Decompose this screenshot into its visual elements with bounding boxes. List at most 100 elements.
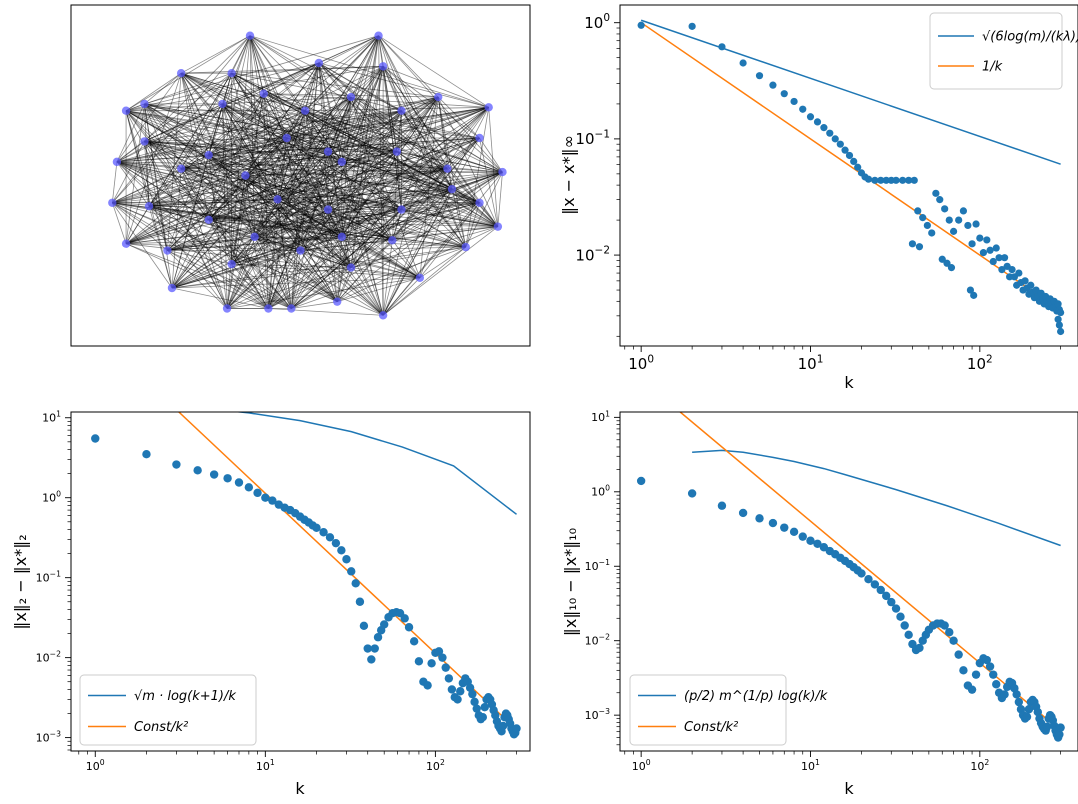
l2-point [312, 523, 321, 533]
l2-xtick-label: 100 [86, 758, 105, 773]
graph-edge [180, 168, 301, 251]
graph-edge [208, 209, 402, 221]
graph-edge [231, 263, 420, 279]
graph-edge [254, 137, 480, 238]
graph-edge [341, 110, 402, 238]
graph-edge [318, 62, 467, 248]
graph-edge [148, 168, 182, 207]
graph-edge [378, 35, 384, 316]
graph-node [176, 164, 186, 173]
linf-point [1015, 269, 1023, 277]
graph-edge [245, 175, 338, 302]
graph-edge [148, 205, 292, 309]
graph-edge [125, 35, 379, 245]
graph-node [337, 232, 347, 242]
graph-edge [327, 66, 384, 210]
graph-node [218, 99, 227, 109]
graph-edge [208, 154, 246, 176]
graph-edge [396, 151, 402, 210]
graph-edge [208, 62, 320, 156]
graph-edge [116, 141, 145, 163]
l2-point [373, 633, 383, 642]
graph-edge [167, 106, 489, 251]
graph-edge [112, 202, 338, 303]
l2-point [480, 703, 489, 712]
l2-ylabel: ‖x‖₂ − ‖x*‖₂ [11, 534, 30, 629]
graph-edge [222, 103, 384, 316]
graph-edge [144, 141, 342, 238]
linf-ytick-label: 100 [584, 12, 610, 32]
graph-edge [111, 202, 173, 289]
l2-ytick-label: 100 [42, 490, 61, 505]
linf-panel: 100 101 102 10−2 10−1 100 √(6log(m)/(kλ)) 1/k k… [559, 4, 1078, 392]
l10-point [798, 532, 807, 541]
linf-plot-area: 100 101 102 10−2 10−1 100 √(6log(m)/(kλ)) 1/k [575, 12, 1078, 373]
l10-point [985, 662, 995, 671]
graph-edge [208, 110, 402, 156]
graph-edge [112, 202, 269, 309]
graph-edge [286, 137, 397, 153]
linf-point [882, 176, 890, 184]
graph-edge [181, 72, 503, 173]
graph-edge [116, 103, 145, 163]
graph-edge [167, 250, 269, 309]
graph-edge [167, 202, 480, 251]
graph-edge [382, 202, 480, 316]
graph-edge [171, 66, 384, 289]
graph-edge [391, 110, 402, 241]
graph-edge [148, 206, 173, 289]
graph-edge [171, 93, 265, 289]
graph-edge [249, 35, 402, 112]
l2-point [427, 659, 436, 668]
l2-ytick-label: 10−1 [36, 570, 61, 585]
graph-node [415, 273, 425, 282]
linf-point [949, 227, 958, 235]
graph-edge [171, 103, 223, 289]
graph-edge [392, 171, 503, 241]
graph-edge [245, 175, 466, 248]
graph-edge [254, 236, 393, 241]
graph-edge [125, 72, 182, 112]
graph-node [121, 106, 131, 115]
graph-edge [112, 35, 251, 204]
graph-edge [437, 96, 499, 227]
linf-point [826, 129, 834, 137]
graph-edge [116, 62, 320, 163]
linf-point [718, 43, 726, 51]
graph-edge [304, 110, 329, 152]
graph-edge [226, 171, 503, 309]
graph-edge [396, 137, 480, 153]
graph-edge [419, 246, 466, 279]
graph-edge [401, 110, 448, 169]
graph-edge [171, 151, 398, 289]
linf-point [941, 205, 949, 213]
graph-edge [277, 188, 452, 200]
graph-edge [396, 110, 402, 152]
graph-edge [180, 72, 343, 163]
graph-node [323, 147, 333, 156]
l10-line-rate [679, 412, 1062, 732]
graph-edge [263, 93, 489, 108]
graph-edge [180, 103, 223, 169]
graph-edge [304, 110, 402, 210]
graph-edge [180, 72, 223, 105]
graph-edge [171, 277, 420, 289]
graph-node [475, 198, 484, 207]
graph-edge [144, 62, 320, 142]
graph-edge [245, 175, 421, 279]
graph-edge [350, 96, 448, 170]
l10-xtick-label: 101 [801, 758, 820, 773]
graph-edge [291, 168, 448, 309]
linf-point [945, 216, 953, 224]
graph-edge [125, 175, 246, 245]
graph-edge [231, 188, 453, 265]
graph-edge [318, 62, 329, 210]
graph-edges [111, 35, 503, 316]
graph-edge [148, 96, 352, 207]
graph-edge [277, 198, 480, 204]
graph-edge [125, 103, 145, 244]
l10-point [989, 670, 998, 679]
graph-edge [112, 106, 489, 204]
graph-edge [112, 110, 402, 204]
l2-point [319, 528, 328, 537]
